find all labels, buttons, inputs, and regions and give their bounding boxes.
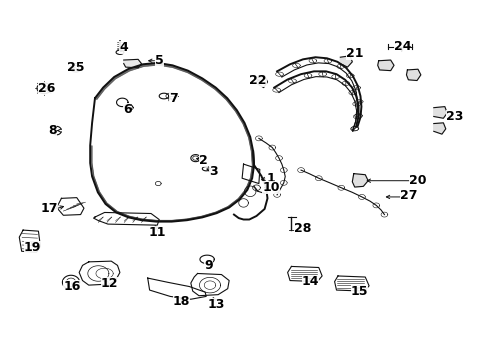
Polygon shape bbox=[377, 60, 393, 71]
Text: 12: 12 bbox=[101, 276, 118, 289]
Text: 27: 27 bbox=[399, 189, 416, 202]
Text: 2: 2 bbox=[199, 154, 208, 167]
Polygon shape bbox=[406, 69, 420, 81]
Text: 8: 8 bbox=[48, 124, 57, 137]
Polygon shape bbox=[433, 107, 447, 118]
Text: 23: 23 bbox=[445, 110, 462, 123]
Text: 22: 22 bbox=[249, 74, 266, 87]
Text: 15: 15 bbox=[350, 285, 367, 298]
Text: 25: 25 bbox=[67, 60, 84, 73]
Polygon shape bbox=[257, 76, 267, 87]
Text: 26: 26 bbox=[38, 82, 56, 95]
Text: 21: 21 bbox=[346, 47, 363, 60]
Polygon shape bbox=[123, 59, 141, 68]
Text: 17: 17 bbox=[40, 202, 58, 215]
Text: 7: 7 bbox=[169, 93, 178, 105]
Text: 1: 1 bbox=[266, 172, 275, 185]
Text: 5: 5 bbox=[155, 54, 163, 67]
Text: 10: 10 bbox=[262, 181, 279, 194]
Text: 16: 16 bbox=[63, 280, 81, 293]
Text: 20: 20 bbox=[408, 174, 426, 187]
Text: 3: 3 bbox=[208, 165, 217, 178]
Polygon shape bbox=[340, 56, 351, 67]
Text: 28: 28 bbox=[294, 222, 311, 235]
Text: 14: 14 bbox=[301, 275, 319, 288]
Polygon shape bbox=[351, 174, 367, 187]
Text: 19: 19 bbox=[24, 240, 41, 253]
Polygon shape bbox=[433, 123, 445, 134]
Text: 4: 4 bbox=[119, 41, 128, 54]
Text: 18: 18 bbox=[172, 295, 189, 308]
Text: 13: 13 bbox=[207, 298, 225, 311]
Text: 6: 6 bbox=[122, 103, 131, 116]
Text: 24: 24 bbox=[393, 40, 410, 53]
Text: 9: 9 bbox=[204, 259, 212, 272]
Text: 11: 11 bbox=[148, 226, 166, 239]
